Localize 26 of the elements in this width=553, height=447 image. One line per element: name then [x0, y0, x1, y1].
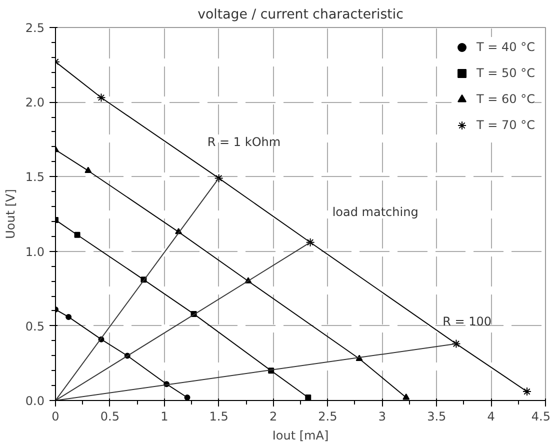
- x-tick-label: 0.5: [100, 410, 120, 424]
- y-tick-label: 2.0: [25, 96, 45, 110]
- x-tick-label: 1.5: [209, 410, 228, 424]
- y-tick-label: 1.5: [25, 170, 45, 184]
- chart-title: voltage / current characteristic: [198, 8, 404, 22]
- y-tick-label: 0.5: [25, 319, 45, 334]
- x-tick-label: 0: [52, 410, 60, 424]
- y-tick-label: 2.5: [25, 21, 45, 35]
- legend-label: T = 70 °C: [476, 118, 535, 132]
- legend-label: T = 40 °C: [476, 40, 535, 54]
- legend-label: T = 50 °C: [476, 66, 535, 80]
- x-tick-label: 4: [487, 410, 495, 424]
- x-tick-label: 3: [378, 410, 386, 424]
- x-tick-label: 4.5: [531, 410, 551, 424]
- x-tick-label: 3.5: [427, 410, 446, 424]
- annotation: R = 1 kOhm: [207, 134, 281, 149]
- x-tick-label: 2: [269, 410, 278, 424]
- y-tick-label: 1.0: [25, 244, 45, 259]
- x-tick-label: 2.5: [318, 410, 338, 424]
- x-tick-label: 1: [160, 410, 168, 424]
- x-axis-title: Iout [mA]: [272, 428, 329, 442]
- annotation: R = 100: [442, 314, 492, 328]
- y-tick-label: 0.0: [25, 394, 45, 408]
- legend-label: T = 60 °C: [476, 92, 535, 106]
- annotation: load matching: [332, 205, 418, 220]
- y-axis-title: Uout [V]: [3, 189, 18, 239]
